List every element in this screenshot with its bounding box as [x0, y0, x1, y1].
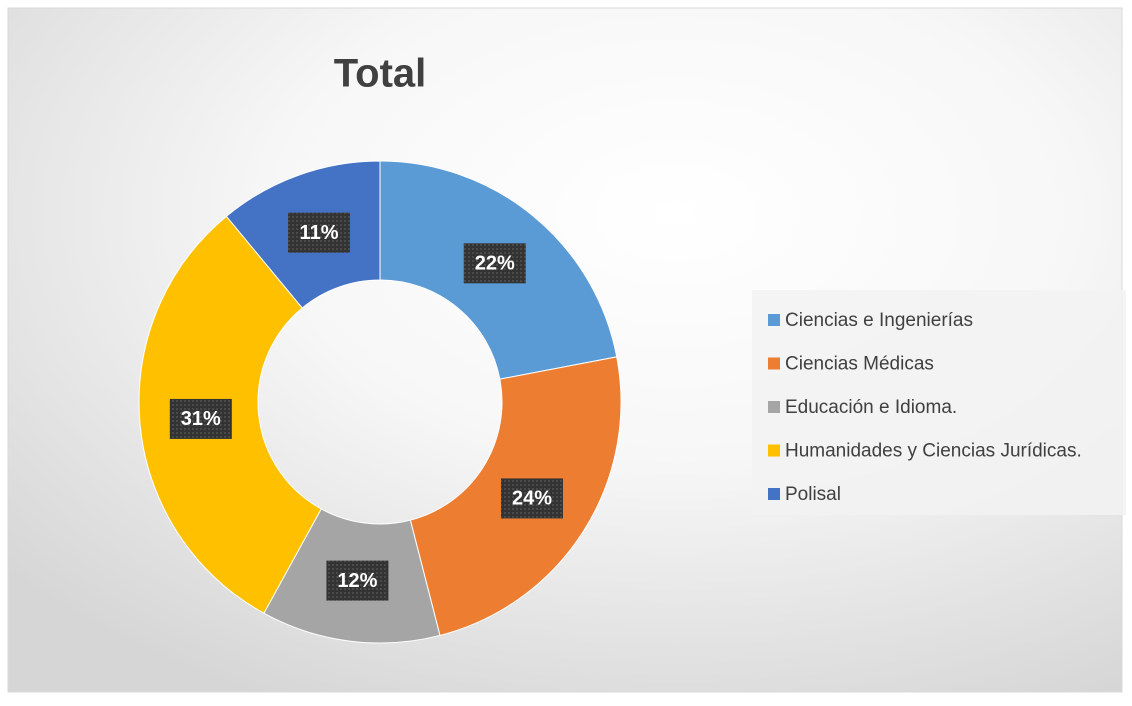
chart-title: Total — [334, 52, 427, 96]
legend-label: Educación e Idioma. — [785, 397, 957, 418]
data-label-box — [463, 243, 526, 284]
data-label: 12% — [337, 570, 377, 592]
data-label-box — [169, 398, 232, 439]
data-label: 22% — [475, 253, 515, 275]
data-label: 31% — [181, 408, 221, 430]
legend-swatch — [768, 357, 780, 370]
legend-label: Polisal — [785, 484, 841, 505]
data-label-box — [326, 560, 389, 601]
data-label-box — [288, 212, 351, 253]
legend-box — [752, 290, 1126, 515]
legend-swatch — [768, 488, 780, 500]
data-label: 11% — [300, 222, 339, 244]
data-label-box — [500, 478, 563, 519]
legend-label: Ciencias Médicas — [785, 354, 934, 375]
legend-label: Humanidades y Ciencias Jurídicas. — [785, 441, 1082, 462]
legend-label: Ciencias e Ingenierías — [785, 310, 973, 331]
legend-swatch — [768, 314, 780, 326]
legend-swatch — [768, 401, 780, 413]
data-label: 24% — [512, 488, 552, 510]
legend-swatch — [768, 444, 780, 457]
